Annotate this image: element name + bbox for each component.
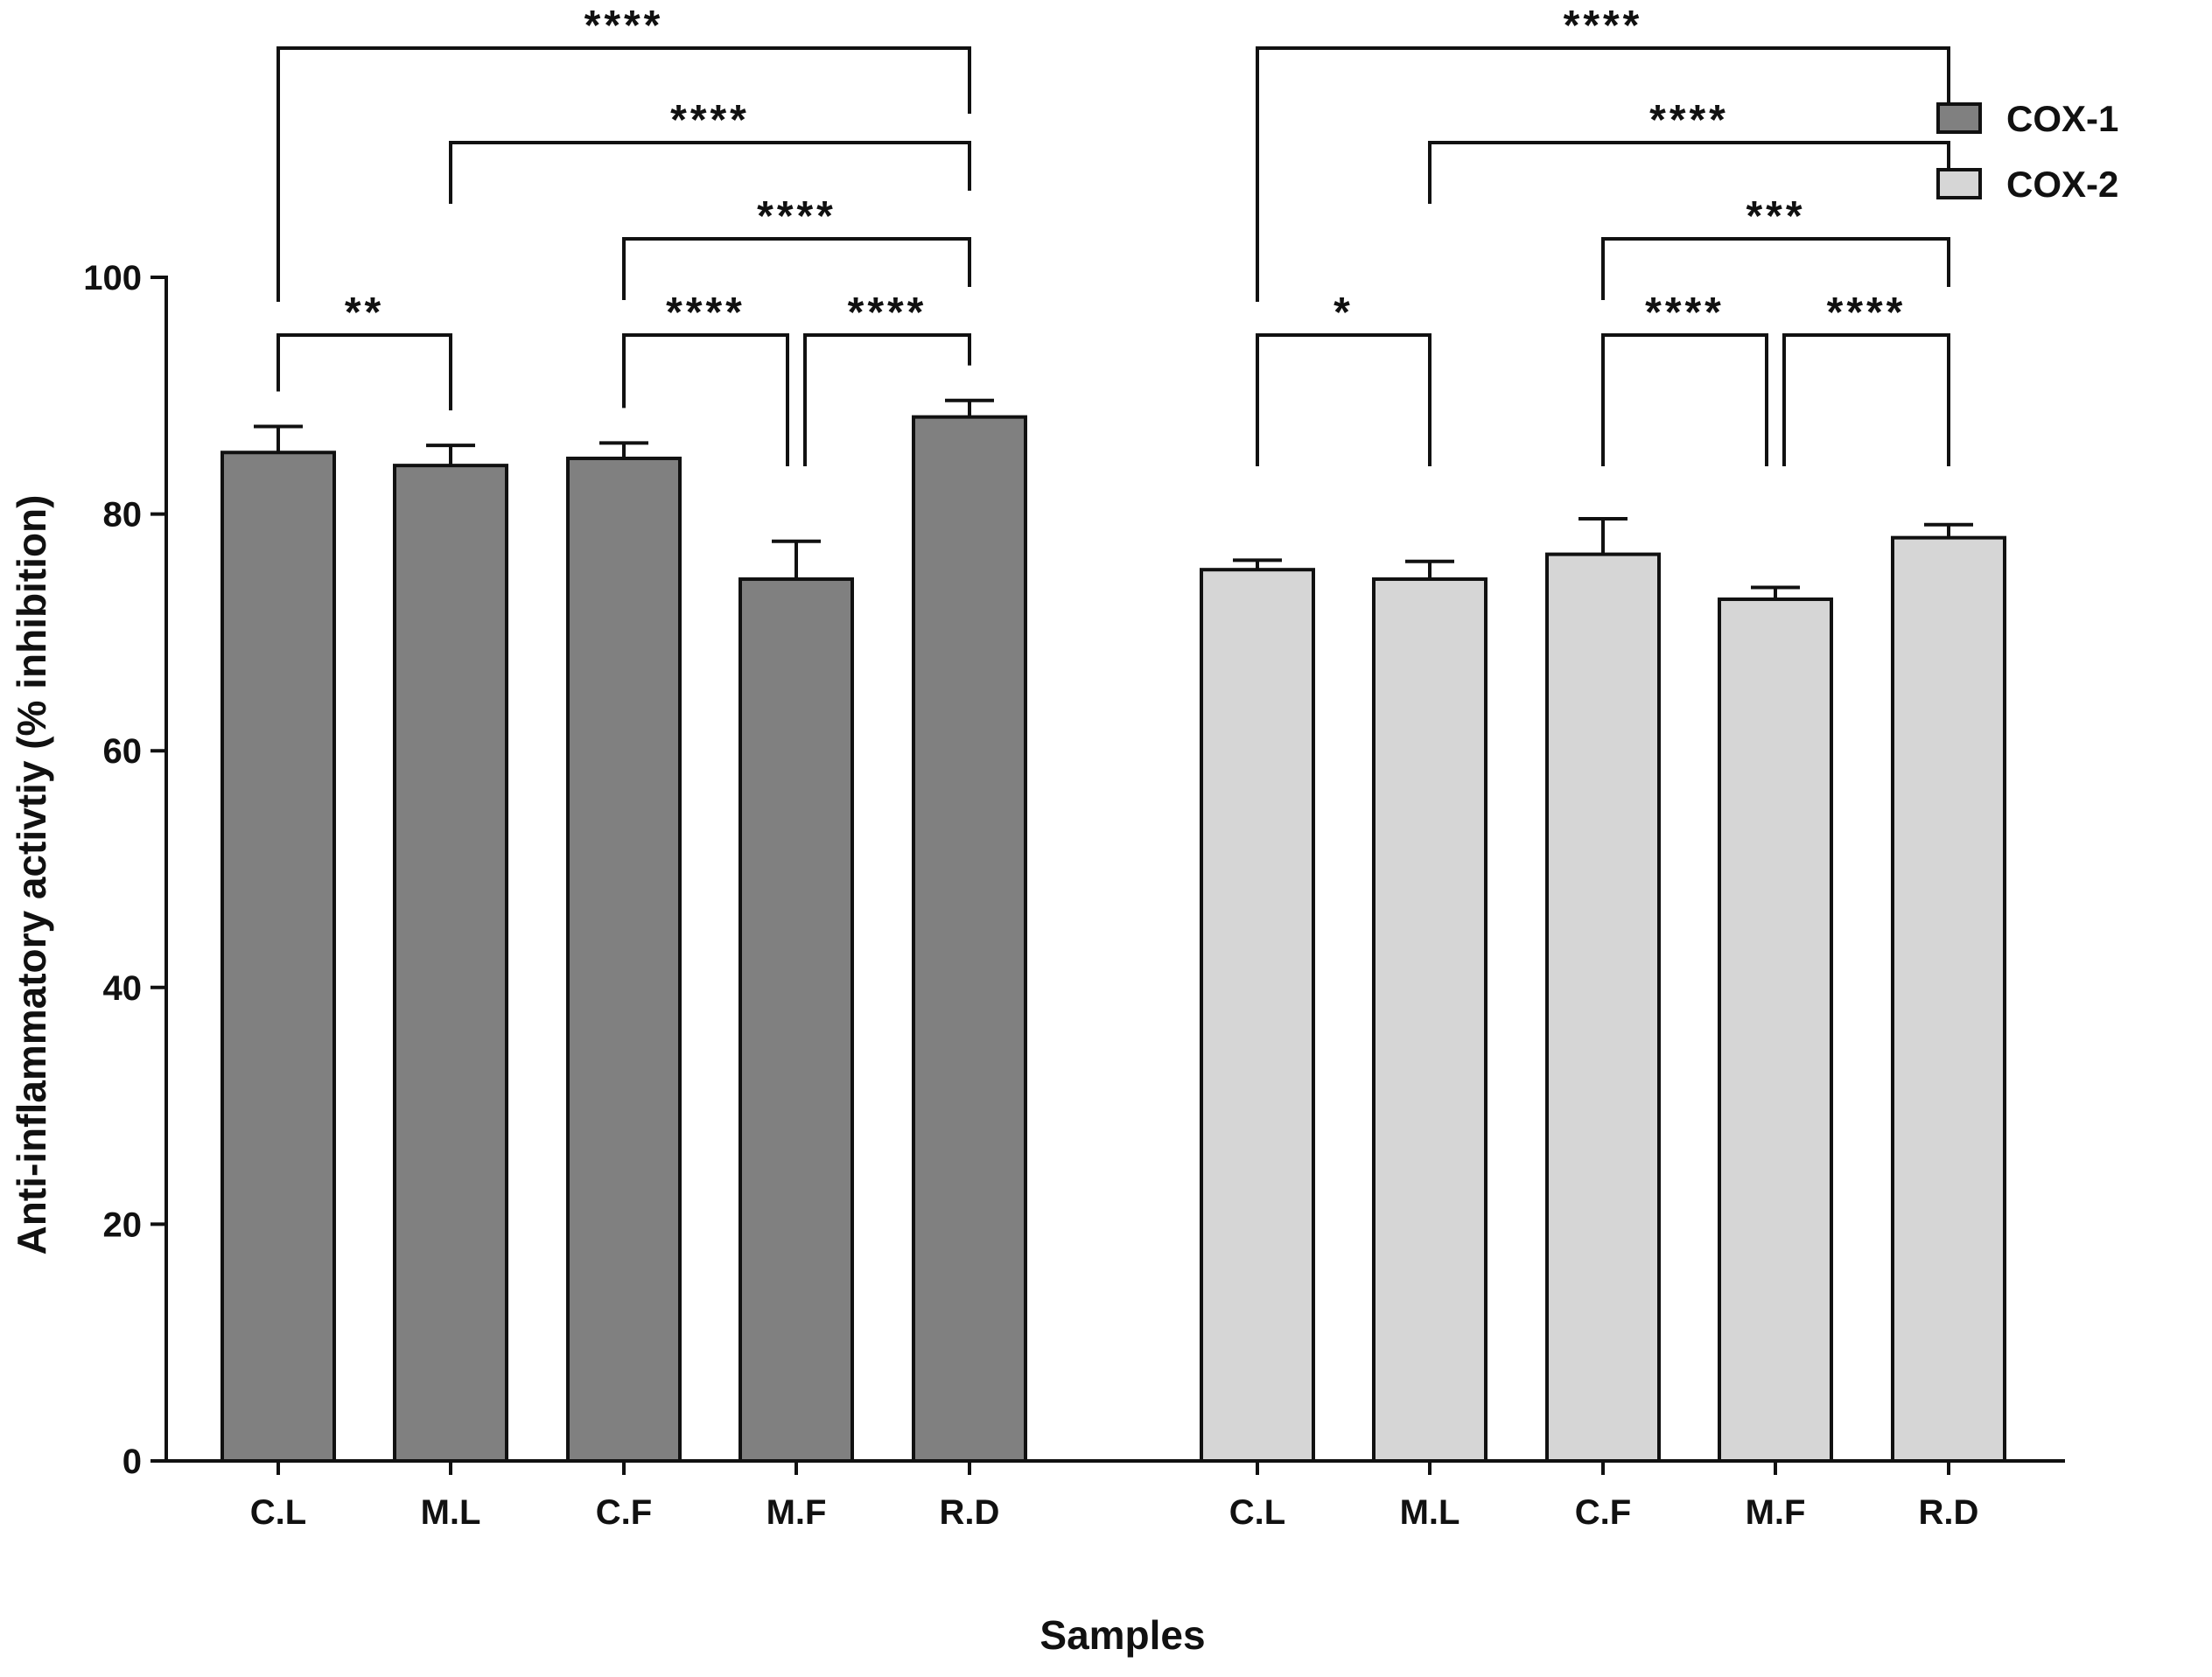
bar-cox-2-cl	[1200, 568, 1315, 1463]
bar-cox-2-rd	[1891, 535, 2006, 1463]
significance-brackets: ************** **** **************** **** **…	[276, 3, 1950, 466]
x-tick-label: M.F	[1746, 1493, 1806, 1532]
bar-cox-1-cl	[220, 451, 336, 1463]
significance-label: ****	[1827, 290, 1907, 336]
x-tick-label: C.L	[250, 1493, 306, 1532]
significance-bracket	[622, 237, 971, 300]
significance-label: ****	[757, 193, 836, 240]
x-tick-label: C.F	[596, 1493, 652, 1532]
legend-label-cox-2: COX-2	[2006, 164, 2118, 205]
y-tick-label: 0	[122, 1443, 142, 1481]
x-tick-label: C.F	[1575, 1493, 1631, 1532]
x-tick-label: R.D	[1919, 1493, 1979, 1532]
x-axis: C.L M.L C.F M.F R.D C.L M.L C.F M.F R.D	[166, 1459, 2065, 1532]
plot-area	[220, 398, 2006, 1464]
bar-cox-2-mf	[1718, 597, 1833, 1463]
significance-label: ****	[584, 3, 664, 49]
legend: COX-1 COX-2	[1936, 98, 2118, 205]
significance-label: ****	[1649, 97, 1729, 143]
significance-bracket	[449, 141, 971, 204]
x-tick-label: M.L	[1400, 1493, 1460, 1532]
legend-swatch-cox-1	[1936, 102, 1982, 134]
significance-bracket	[1428, 141, 1950, 204]
significance-bracket	[1601, 333, 1768, 466]
bar-cox-1-mf	[738, 577, 854, 1463]
y-tick-label: 100	[83, 259, 142, 297]
x-tick-label: C.L	[1229, 1493, 1285, 1532]
significance-bracket	[276, 333, 452, 411]
significance-bracket	[622, 333, 789, 466]
significance-bracket	[1782, 333, 1950, 466]
bar-cox-1-ml	[393, 464, 508, 1464]
significance-label: ****	[1564, 3, 1643, 49]
x-axis-title: Samples	[1040, 1612, 1205, 1658]
bar-cox-1-cf	[566, 457, 682, 1463]
significance-bracket	[1256, 46, 1950, 302]
legend-label-cox-1: COX-1	[2006, 98, 2118, 139]
significance-label: ****	[1645, 290, 1725, 336]
x-tick-label: R.D	[940, 1493, 1000, 1532]
significance-bracket	[1601, 237, 1950, 300]
significance-label: **	[345, 290, 384, 336]
significance-bracket	[1256, 333, 1432, 466]
significance-label: ***	[1746, 193, 1805, 240]
bar-cox-2-cf	[1545, 552, 1661, 1463]
x-tick-label: M.F	[766, 1493, 827, 1532]
significance-bracket	[803, 333, 971, 466]
significance-label: ****	[666, 290, 746, 336]
y-tick-label: 40	[103, 969, 143, 1008]
legend-swatch-cox-2	[1936, 168, 1982, 199]
y-tick-label: 80	[103, 496, 143, 535]
y-axis-title: Anti-inflammatory activtiy (% inhibition…	[9, 495, 54, 1255]
significance-label: ****	[848, 290, 928, 336]
y-tick-label: 20	[103, 1205, 143, 1244]
y-tick-label: 60	[103, 732, 143, 771]
bar-cox-2-ml	[1372, 577, 1488, 1463]
y-axis: 0 20 40 60 80 100	[83, 259, 168, 1481]
significance-bracket	[276, 46, 971, 302]
bar-cox-1-rd	[912, 415, 1027, 1463]
x-tick-label: M.L	[421, 1493, 481, 1532]
significance-label: ****	[670, 97, 750, 143]
significance-label: *	[1334, 290, 1354, 336]
